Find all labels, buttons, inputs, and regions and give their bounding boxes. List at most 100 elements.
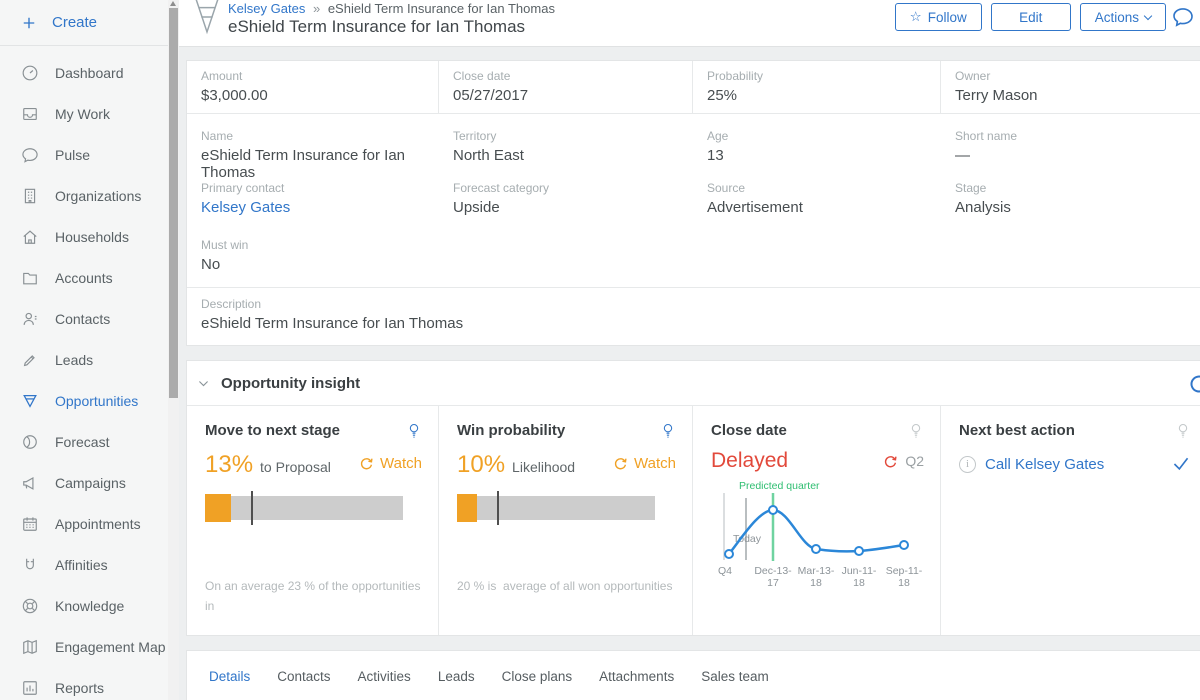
watch-button[interactable]: Watch <box>358 455 422 472</box>
sidebar-item-contacts[interactable]: Contacts <box>0 298 168 339</box>
field-name: Name eShield Term Insurance for Ian Thom… <box>187 121 439 181</box>
sidebar-item-label: Dashboard <box>55 64 124 81</box>
lightbulb-icon[interactable] <box>406 421 422 440</box>
svg-text:18: 18 <box>853 577 865 587</box>
record-tabs-panel: Details Contacts Activities Leads Close … <box>186 650 1200 700</box>
actions-button[interactable]: Actions <box>1079 3 1166 31</box>
inbox-icon <box>23 107 37 120</box>
sidebar-item-label: Affinities <box>55 556 108 573</box>
tab-attachments[interactable]: Attachments <box>599 669 675 684</box>
field-close-date: Close date 05/27/2017 <box>439 61 693 113</box>
sidebar-item-engagement-map[interactable]: Engagement Map <box>0 626 168 667</box>
field-value: — <box>955 147 970 164</box>
field-value: Upside <box>453 199 500 216</box>
actions-label: Actions <box>1094 9 1139 25</box>
svg-text:Mar-13-: Mar-13- <box>798 565 835 577</box>
field-label: Amount <box>201 69 243 83</box>
follow-button[interactable]: ☆ Follow <box>894 3 982 31</box>
sidebar-item-label: Accounts <box>55 269 113 286</box>
next-best-action-link[interactable]: Call Kelsey Gates <box>985 455 1105 473</box>
watch-icon <box>360 458 373 470</box>
watch-icon <box>614 458 627 470</box>
insight-card-title: Move to next stage <box>205 422 341 439</box>
close-date-trend-chart: Predicted quarter Today Q4 Dec-13- 17 Ma… <box>718 480 923 587</box>
sidebar-item-dashboard[interactable]: Dashboard <box>0 52 168 93</box>
field-value: Advertisement <box>707 199 803 216</box>
predicted-quarter-badge: Q2 <box>905 453 924 469</box>
field-label: Stage <box>955 181 987 195</box>
tab-contacts[interactable]: Contacts <box>277 669 331 684</box>
field-label: Name <box>201 129 234 143</box>
svg-text:Dec-13-: Dec-13- <box>754 565 792 577</box>
insight-card-next-best-action: Next best action i Call Kelsey Gates <box>941 406 1200 635</box>
field-label: Probability <box>707 69 764 83</box>
forecast-icon <box>23 434 37 449</box>
sidebar-item-affinities[interactable]: Affinities <box>0 544 168 585</box>
refresh-icon[interactable] <box>1187 372 1200 396</box>
benchmark-marker <box>250 491 253 525</box>
lightbulb-icon[interactable] <box>660 421 676 440</box>
field-stage: Stage Analysis <box>941 173 1200 225</box>
insight-section-title: Opportunity insight <box>221 374 361 392</box>
vertical-scrollbar[interactable] <box>168 0 179 700</box>
benchmark-marker <box>496 491 499 525</box>
sidebar-item-label: Engagement Map <box>55 638 166 655</box>
lightbulb-icon[interactable] <box>1175 421 1191 440</box>
sidebar-item-knowledge[interactable]: Knowledge <box>0 585 168 626</box>
sidebar-item-households[interactable]: Households <box>0 216 168 257</box>
watch-button[interactable]: Watch <box>612 455 676 472</box>
primary-contact-link[interactable]: Kelsey Gates <box>201 199 291 216</box>
breadcrumb-parent-link[interactable]: Kelsey Gates <box>228 1 306 16</box>
sidebar-item-accounts[interactable]: Accounts <box>0 257 168 298</box>
sidebar-item-label: Opportunities <box>55 392 139 409</box>
svg-text:Predicted quarter: Predicted quarter <box>739 480 820 492</box>
sidebar-item-pulse[interactable]: Pulse <box>0 134 168 175</box>
field-probability: Probability 25% <box>693 61 941 113</box>
tab-sales-team[interactable]: Sales team <box>701 669 769 684</box>
watch-label: Watch <box>380 455 422 472</box>
pen-icon <box>23 354 35 366</box>
sidebar-item-my-work[interactable]: My Work <box>0 93 168 134</box>
progress-fill <box>457 494 477 522</box>
svg-text:18: 18 <box>810 577 822 587</box>
plus-icon <box>23 17 35 28</box>
tab-close-plans[interactable]: Close plans <box>501 669 573 684</box>
insight-card-title: Next best action <box>959 422 1075 439</box>
accept-action-check-icon[interactable] <box>1171 455 1191 473</box>
collapse-chevron-icon[interactable] <box>196 376 211 391</box>
scrollbar-thumb[interactable] <box>169 8 178 398</box>
sidebar-item-forecast[interactable]: Forecast <box>0 421 168 462</box>
sidebar-item-organizations[interactable]: Organizations <box>0 175 168 216</box>
sidebar-item-reports[interactable]: Reports <box>0 667 168 700</box>
field-value: Terry Mason <box>955 87 1038 104</box>
breadcrumb: Kelsey Gates » eShield Term Insurance fo… <box>228 1 555 16</box>
sidebar-item-label: Contacts <box>55 310 111 327</box>
field-value: eShield Term Insurance for Ian Thomas <box>201 315 464 332</box>
sidebar-item-label: Organizations <box>55 187 142 204</box>
scrollbar-up-arrow-icon[interactable] <box>170 1 176 6</box>
funnel-icon <box>23 394 37 408</box>
tab-details[interactable]: Details <box>209 669 251 684</box>
lightbulb-icon[interactable] <box>908 421 924 440</box>
info-icon[interactable]: i <box>959 455 976 473</box>
field-label: Age <box>707 129 729 143</box>
sidebar-item-leads[interactable]: Leads <box>0 339 168 380</box>
field-label: Forecast category <box>453 181 550 195</box>
tab-activities[interactable]: Activities <box>357 669 411 684</box>
lifering-icon <box>22 598 38 613</box>
sidebar-item-opportunities[interactable]: Opportunities <box>0 380 168 421</box>
map-icon <box>23 639 37 654</box>
edit-button[interactable]: Edit <box>990 3 1071 31</box>
sidebar-item-appointments[interactable]: Appointments <box>0 503 168 544</box>
edit-label: Edit <box>1019 9 1043 25</box>
field-label: Primary contact <box>201 181 285 195</box>
progress-track <box>205 496 403 520</box>
tab-leads[interactable]: Leads <box>437 669 475 684</box>
field-label: Short name <box>955 129 1018 143</box>
sidebar-item-campaigns[interactable]: Campaigns <box>0 462 168 503</box>
sidebar-item-label: Leads <box>55 351 94 368</box>
person-icon <box>23 312 37 325</box>
chat-bubble-icon[interactable] <box>1170 4 1196 30</box>
field-short-name: Short name — <box>941 121 1200 173</box>
create-button[interactable]: Create <box>0 0 168 46</box>
